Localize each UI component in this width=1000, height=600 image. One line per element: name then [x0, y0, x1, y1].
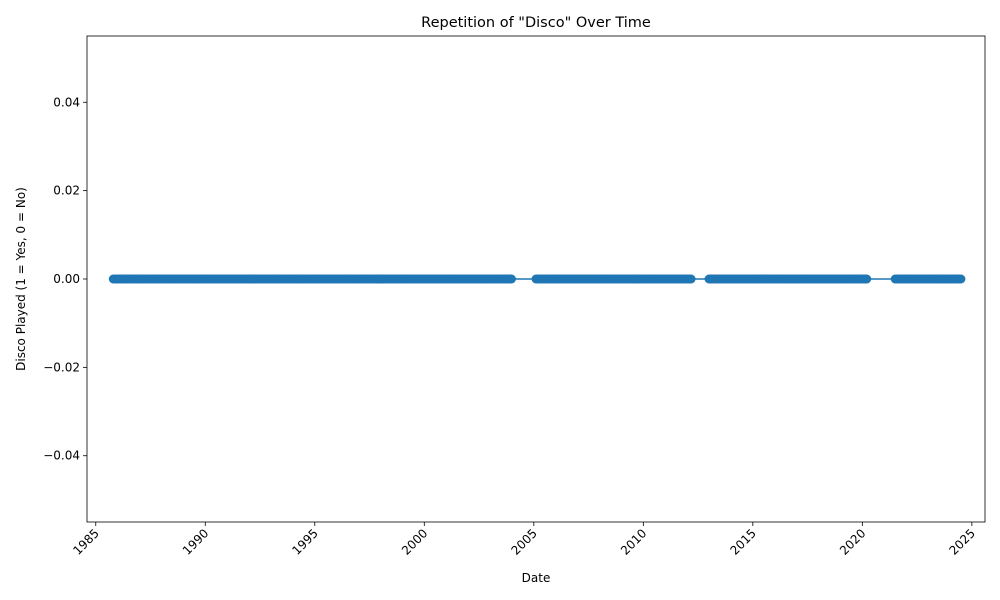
y-tick-label: −0.02	[43, 360, 80, 374]
plot-area	[86, 35, 986, 523]
data-point	[686, 274, 696, 284]
series-markers	[108, 274, 966, 284]
data-point	[956, 274, 966, 284]
chart-title: Repetition of "Disco" Over Time	[421, 15, 651, 31]
x-axis-label: Date	[522, 571, 551, 585]
y-axis: −0.04 −0.02 0.00 0.02 0.04	[43, 95, 87, 463]
data-point	[506, 274, 516, 284]
y-tick-label: 0.00	[53, 272, 80, 286]
y-axis-label: Disco Played (1 = Yes, 0 = No)	[14, 187, 28, 371]
y-tick-label: 0.02	[53, 184, 80, 198]
y-tick-label: 0.04	[53, 95, 80, 109]
data-point	[862, 274, 872, 284]
y-tick-label: −0.04	[43, 449, 80, 463]
